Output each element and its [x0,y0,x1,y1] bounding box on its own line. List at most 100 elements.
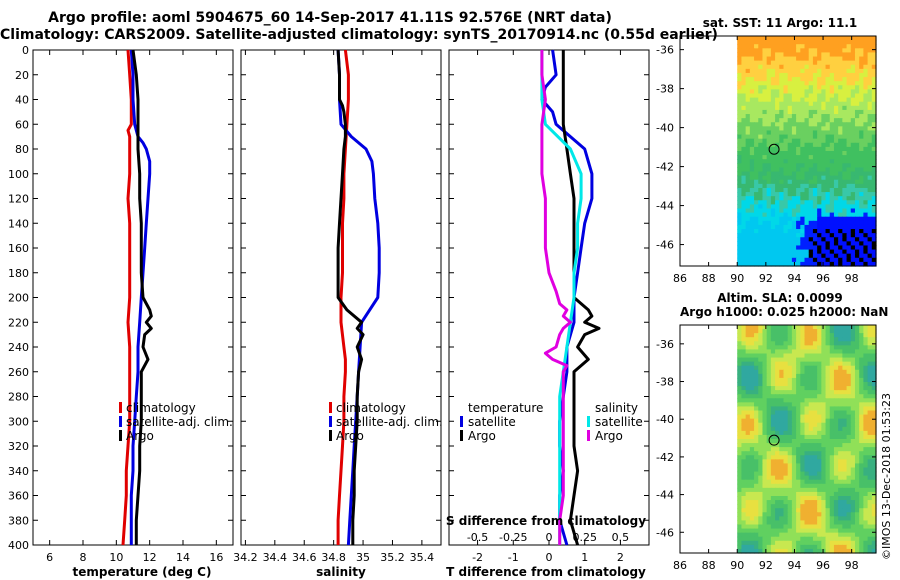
map-cell [867,97,873,103]
map-cell [779,504,785,509]
map-cell [754,422,759,428]
map-cell [829,434,835,440]
y-tick-label: 180 [8,267,29,280]
map-cell [775,68,780,74]
map-cell [804,426,810,432]
map-cell [821,369,827,375]
map-cell [817,93,822,99]
map-cell [754,77,759,82]
map-cell [741,220,747,226]
map-cell [850,524,856,530]
map-cell [741,516,747,522]
map-cell [859,77,864,82]
map-cell [787,224,793,230]
map-cell [833,196,839,201]
map-cell [783,532,789,538]
map-cell [842,333,848,338]
map-cell [766,357,772,363]
map-cell [787,142,793,148]
map-cell [867,500,873,505]
map-cell [804,60,810,66]
map-cell [842,261,848,267]
map-cell [762,422,768,428]
map-cell [787,179,793,185]
map-cell [758,430,764,436]
map-cell [808,434,814,440]
map-cell [737,52,743,58]
map-cell [766,245,772,251]
map-cell [850,101,856,107]
map-cell [850,126,856,132]
map-cell [741,114,747,119]
map-cell [787,353,793,359]
map-cell [762,257,768,263]
map-cell [791,487,797,493]
map-cell [842,373,848,379]
map-cell [817,536,822,542]
map-cell [783,329,789,334]
map-cell [846,52,852,58]
map-cell [745,142,751,148]
map-cell [770,146,776,152]
map-cell [783,508,789,513]
map-cell [800,532,806,538]
map-cell [817,398,822,403]
map-cell [787,183,793,189]
map-cell [770,398,776,403]
map-cell [775,196,780,201]
map-cell [871,142,877,148]
map-cell [800,130,806,136]
map-cell [758,89,764,95]
map-cell [775,386,780,391]
map-cell [766,426,772,432]
map-cell [762,337,768,342]
map-cell [829,394,835,399]
map-frame [679,324,877,554]
map-cell [783,439,789,444]
map-cell [758,175,764,181]
map-cell [766,475,772,481]
map-cell [766,85,772,90]
map-cell [825,540,831,546]
map-cell [833,60,839,66]
map-cell [854,134,860,140]
map-cell [800,402,806,408]
map-cell [758,467,764,473]
map-cell [821,183,827,189]
map-cell [796,245,801,251]
map-cell [833,220,839,226]
map-cell [804,36,810,41]
map-cell [800,229,806,234]
map-cell [854,443,860,448]
map-cell [741,216,747,222]
map-cell [850,548,856,554]
map-cell [754,483,759,489]
map-cell [863,361,869,367]
map-cell [867,126,873,132]
map-cell [787,192,793,197]
series-line-argo [336,49,365,545]
map-cell [804,439,810,444]
map-cell [850,208,856,214]
map-cell [754,72,759,78]
map-cell [775,377,780,383]
map-cell [800,361,806,367]
map-cell [821,422,827,428]
map-cell [854,536,860,542]
map-cell [846,365,852,371]
map-cell [842,459,848,465]
map-cell [762,109,768,115]
map-cell [829,426,835,432]
map-cell [758,524,764,530]
map-cell [749,528,755,534]
x-tick-label: 34.6 [292,551,317,564]
map-cell [833,422,839,428]
map-cell [817,390,822,395]
map-cell [783,353,789,359]
map-cell [850,467,856,473]
map-cell [850,36,856,41]
map-cell [749,105,755,111]
map-cell [787,44,793,49]
map-cell [779,97,785,103]
map-cell [796,97,801,103]
